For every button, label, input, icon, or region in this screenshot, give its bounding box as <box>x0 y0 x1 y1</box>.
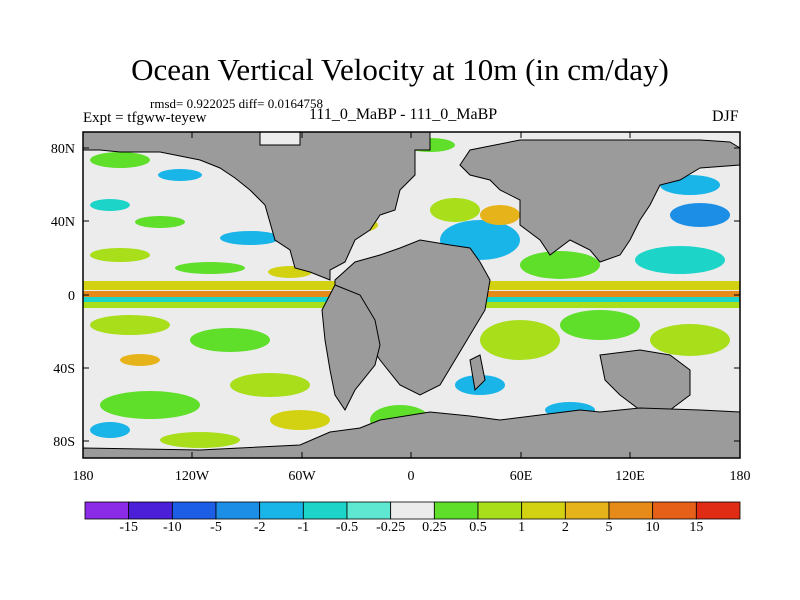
colorbar-swatch <box>215 501 261 520</box>
colorbar-swatch <box>477 501 523 520</box>
lon-label: 60E <box>510 469 533 484</box>
colorbar <box>84 501 741 520</box>
land-antarctica <box>82 407 741 459</box>
colorbar-label: -1 <box>297 520 309 535</box>
lon-label: 180 <box>73 469 94 484</box>
lat-label: 40S <box>53 362 75 377</box>
colorbar-swatch <box>84 501 130 520</box>
colorbar-label: 1 <box>518 520 525 535</box>
colorbar-label: 0.25 <box>422 520 447 535</box>
land-australia <box>599 349 691 411</box>
patch <box>175 262 245 274</box>
patch <box>635 246 725 274</box>
patch <box>480 320 560 360</box>
lat-ticks <box>83 147 740 442</box>
lon-label: 0 <box>408 469 415 484</box>
lon-ticks <box>191 132 631 458</box>
lat-label: 80S <box>53 435 75 450</box>
colorbar-label: -0.5 <box>336 520 358 535</box>
patch <box>430 198 480 222</box>
runs-label: 111_0_MaBP - 111_0_MaBP <box>309 106 498 123</box>
colorbar-label: -0.25 <box>376 520 405 535</box>
colorbar-label: 2 <box>562 520 569 535</box>
colorbar-swatch <box>564 501 610 520</box>
patch <box>90 248 150 262</box>
patch <box>100 391 200 419</box>
colorbar-swatch <box>259 501 304 520</box>
colorbar-swatch <box>608 501 654 520</box>
colorbar-swatch <box>521 501 566 520</box>
colorbar-swatch <box>652 501 697 520</box>
colorbar-label: 10 <box>646 520 660 535</box>
colorbar-label: 5 <box>606 520 613 535</box>
lat-label: 0 <box>68 289 75 304</box>
patch <box>190 328 270 352</box>
colorbar-swatch <box>390 501 435 520</box>
patch <box>670 203 730 227</box>
lon-label: 180 <box>730 469 751 484</box>
colorbar-label: 0.5 <box>469 520 487 535</box>
colorbar-swatch <box>346 501 392 520</box>
lat-label: 40N <box>51 215 75 230</box>
lon-labels: 180 120W 60W 0 60E 120E 180 <box>73 469 751 484</box>
colorbar-label: -5 <box>210 520 222 535</box>
patch <box>650 324 730 356</box>
patch <box>480 205 520 225</box>
land-south-america <box>321 284 381 411</box>
stats-label: rmsd= 0.922025 diff= 0.0164758 <box>150 96 323 111</box>
lon-label: 120W <box>175 469 210 484</box>
patch <box>158 169 202 181</box>
colorbar-swatch <box>128 501 173 520</box>
patch <box>135 216 185 228</box>
colorbar-label: -10 <box>163 520 182 535</box>
patch <box>520 251 600 279</box>
colorbar-swatch <box>171 501 217 520</box>
colorbar-swatch <box>433 501 479 520</box>
experiment-label: Expt = tfgww-teyew <box>83 110 207 126</box>
patch <box>270 410 330 430</box>
patch <box>90 315 170 335</box>
patch <box>120 354 160 366</box>
patch <box>90 422 130 438</box>
lon-label: 120E <box>615 469 645 484</box>
colorbar-label: -2 <box>254 520 266 535</box>
patch <box>90 152 150 168</box>
lon-label: 60W <box>288 469 316 484</box>
plot-title: Ocean Vertical Velocity at 10m (in cm/da… <box>131 52 669 87</box>
lat-labels: 80N 40N 0 40S 80S <box>51 142 75 450</box>
land-eurasia <box>459 139 741 263</box>
colorbar-swatch <box>695 501 741 520</box>
colorbar-swatch <box>302 501 348 520</box>
land-madagascar <box>469 354 486 392</box>
patch <box>90 199 130 211</box>
land-masses <box>82 131 741 459</box>
patch <box>230 373 310 397</box>
patch <box>220 231 280 245</box>
season-label: DJF <box>712 108 739 125</box>
colorbar-labels: -15 -10 -5 -2 -1 -0.5 -0.25 0.25 0.5 1 2 5 10 15 <box>119 520 703 535</box>
colorbar-label: 15 <box>689 520 703 535</box>
patch <box>560 310 640 340</box>
patch <box>160 432 240 448</box>
colorbar-label: -15 <box>119 520 138 535</box>
lat-label: 80N <box>51 142 75 157</box>
land-africa <box>334 239 491 396</box>
